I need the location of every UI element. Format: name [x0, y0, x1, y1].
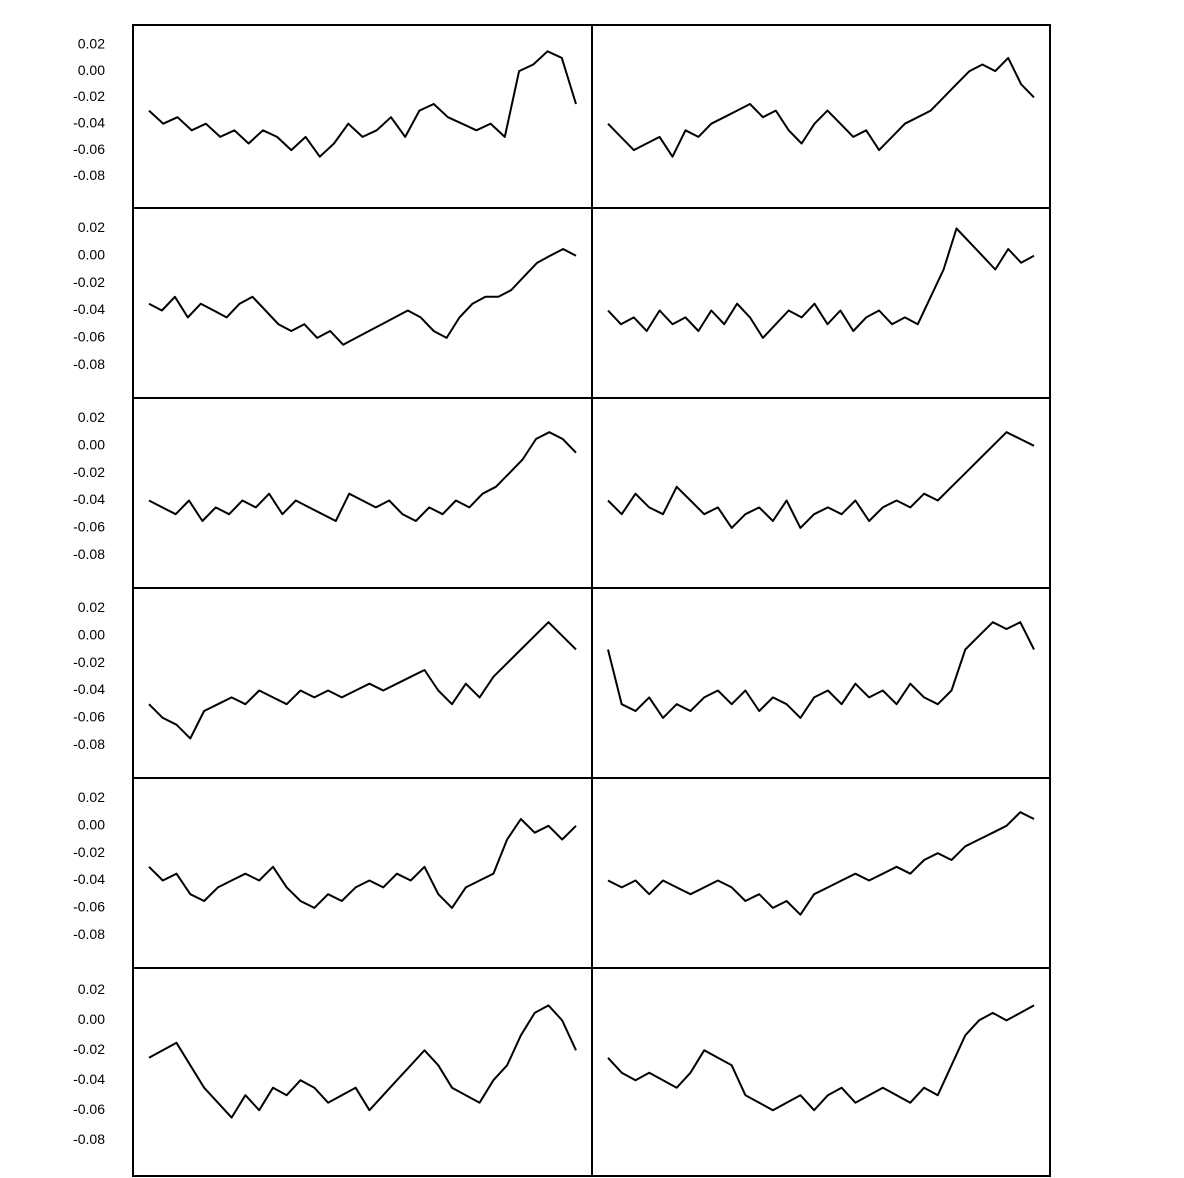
panel-frame	[132, 777, 593, 969]
y-tick-label: -0.06	[73, 709, 105, 725]
y-tick-label: 0.02	[78, 219, 105, 235]
y-tick-label: 0.00	[78, 437, 105, 453]
y-tick-label: -0.04	[73, 1071, 105, 1087]
panel-frame	[132, 397, 593, 589]
series-line	[607, 1004, 1035, 1112]
y-tick-label: 0.00	[78, 817, 105, 833]
y-tick-label: -0.08	[73, 546, 105, 562]
y-tick-label: -0.04	[73, 871, 105, 887]
panel-frame	[591, 587, 1051, 779]
series-line	[148, 818, 577, 909]
y-tick-label: -0.08	[73, 356, 105, 372]
y-tick-label: -0.04	[73, 491, 105, 507]
series-line	[607, 811, 1035, 916]
series-line	[607, 56, 1035, 158]
series-line	[148, 248, 577, 346]
y-tick-label: -0.02	[73, 654, 105, 670]
series-line	[607, 227, 1035, 339]
y-tick-label: -0.02	[73, 1041, 105, 1057]
series-line	[148, 431, 577, 522]
series-line	[148, 1004, 577, 1119]
y-tick-label: -0.04	[73, 681, 105, 697]
y-tick-label: 0.02	[78, 789, 105, 805]
y-tick-label: 0.00	[78, 247, 105, 263]
y-tick-label: -0.02	[73, 844, 105, 860]
panel-frame	[132, 587, 593, 779]
series-line	[607, 431, 1035, 529]
panel-frame	[591, 397, 1051, 589]
y-tick-label: 0.00	[78, 1011, 105, 1027]
series-line	[148, 50, 577, 158]
y-tick-label: -0.08	[73, 736, 105, 752]
y-tick-label: -0.08	[73, 167, 105, 183]
y-tick-label: -0.02	[73, 464, 105, 480]
y-tick-label: 0.02	[78, 599, 105, 615]
series-line	[148, 621, 577, 740]
y-tick-label: -0.04	[73, 114, 105, 130]
panel-frame	[132, 24, 593, 209]
y-tick-label: 0.00	[78, 62, 105, 78]
y-tick-label: -0.08	[73, 1131, 105, 1147]
y-tick-label: -0.06	[73, 519, 105, 535]
series-line	[607, 621, 1035, 719]
panel-frame	[132, 207, 593, 399]
panel-frame	[132, 967, 593, 1177]
panel-frame	[591, 967, 1051, 1177]
y-tick-label: -0.02	[73, 88, 105, 104]
y-tick-label: 0.00	[78, 627, 105, 643]
panel-frame	[591, 207, 1051, 399]
y-tick-label: -0.06	[73, 329, 105, 345]
y-tick-label: -0.02	[73, 274, 105, 290]
y-tick-label: -0.06	[73, 1101, 105, 1117]
panel-frame	[591, 777, 1051, 969]
y-tick-label: 0.02	[78, 409, 105, 425]
y-tick-label: -0.04	[73, 301, 105, 317]
y-tick-label: -0.06	[73, 141, 105, 157]
y-tick-label: 0.02	[78, 35, 105, 51]
y-tick-label: 0.02	[78, 981, 105, 997]
y-tick-label: -0.06	[73, 899, 105, 915]
y-tick-label: -0.08	[73, 926, 105, 942]
